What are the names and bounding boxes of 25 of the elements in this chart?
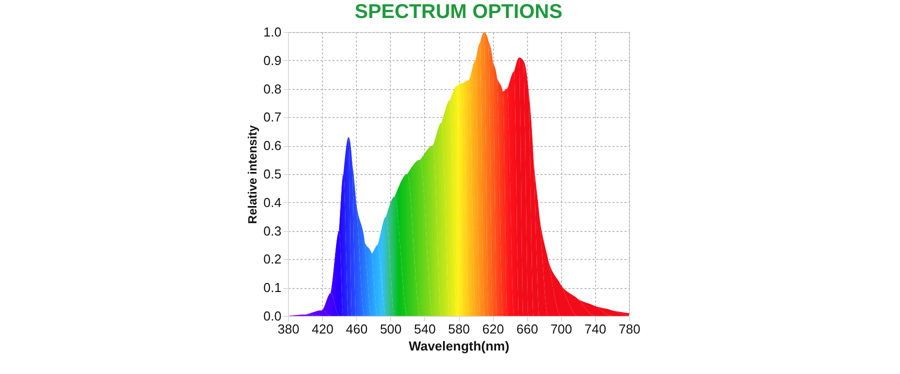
y-tick-label: 0.1 bbox=[263, 280, 282, 296]
x-axis-title: Wavelength(nm) bbox=[408, 338, 510, 354]
x-tick-label: 740 bbox=[584, 322, 606, 336]
chart-title: SPECTRUM OPTIONS bbox=[354, 1, 562, 23]
x-tick-label: 780 bbox=[618, 322, 640, 336]
x-tick-label: 580 bbox=[448, 322, 470, 336]
y-tick-label: 0.0 bbox=[263, 308, 282, 324]
x-tick-label: 700 bbox=[550, 322, 572, 336]
x-tick-label: 660 bbox=[516, 322, 538, 336]
y-tick-label: 0.8 bbox=[263, 81, 282, 96]
x-tick-label: 380 bbox=[278, 322, 300, 336]
x-tick-label: 460 bbox=[346, 322, 368, 336]
y-tick-label: 0.3 bbox=[263, 223, 282, 238]
y-tick-label: 0.6 bbox=[263, 138, 282, 154]
x-tick-label: 540 bbox=[414, 322, 436, 336]
x-tick-label: 500 bbox=[380, 322, 402, 336]
y-tick-label: 1.0 bbox=[263, 24, 282, 40]
y-tick-label: 0.2 bbox=[263, 252, 282, 267]
y-tick-label: 0.7 bbox=[263, 110, 282, 125]
y-axis-title: Relative intensity bbox=[245, 124, 260, 224]
x-tick-label: 420 bbox=[312, 322, 334, 336]
y-tick-label: 0.4 bbox=[263, 194, 282, 210]
x-tick-label: 620 bbox=[482, 322, 504, 336]
y-tick-label: 0.9 bbox=[263, 52, 282, 68]
y-tick-label: 0.5 bbox=[263, 166, 282, 182]
